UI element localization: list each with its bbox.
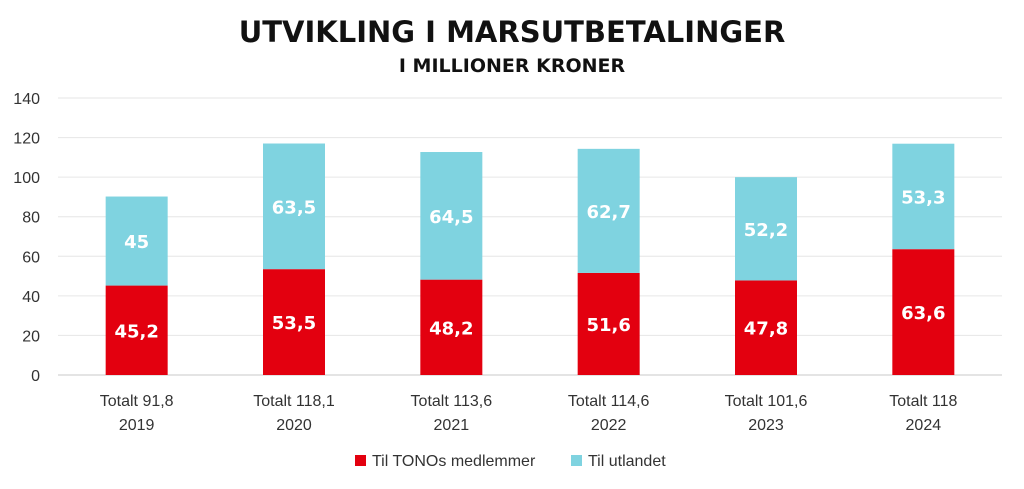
x-category-year: 2024: [906, 417, 942, 434]
data-label: 63,5: [272, 197, 316, 218]
y-tick-label: 140: [13, 91, 40, 108]
data-label: 45,2: [114, 321, 158, 342]
x-category-year: 2021: [434, 417, 470, 434]
bar-segment-members: [263, 269, 325, 375]
bar-segment-members: [420, 279, 483, 375]
data-label: 53,3: [901, 187, 945, 208]
bar-segment-abroad: [105, 196, 168, 286]
y-tick-label: 20: [22, 328, 40, 345]
bar-segment-abroad: [892, 143, 955, 250]
x-category-total: Totalt 91,8: [100, 393, 174, 410]
data-label: 62,7: [586, 202, 630, 223]
data-label: 45: [124, 232, 149, 253]
chart-title: UTVIKLING I MARSUTBETALINGER: [239, 15, 786, 49]
chart-subtitle: I MILLIONER KRONER: [399, 55, 626, 77]
x-category-year: 2022: [591, 417, 627, 434]
bar-segment-members: [735, 280, 797, 375]
bar-segment-abroad: [577, 148, 640, 273]
x-category-total: Totalt 118: [889, 393, 957, 410]
x-category-year: 2023: [748, 417, 784, 434]
x-category-total: Totalt 101,6: [725, 393, 808, 410]
y-tick-label: 100: [13, 170, 40, 187]
data-label: 64,5: [429, 207, 473, 228]
gridlines: [58, 97, 1002, 376]
bar-segment-members: [105, 285, 168, 375]
data-label: 53,5: [272, 313, 316, 334]
y-tick-label: 60: [22, 249, 40, 266]
bar-segment-members: [577, 272, 640, 375]
x-category-year: 2020: [276, 417, 312, 434]
legend: Til TONOs medlemmer Til utlandet: [355, 453, 666, 470]
y-tick-label: 0: [31, 368, 40, 385]
data-label: 51,6: [586, 315, 630, 336]
bar-segment-abroad: [420, 152, 483, 280]
x-category-year: 2019: [119, 417, 155, 434]
data-label: 48,2: [429, 318, 473, 339]
legend-label-abroad: Til utlandet: [588, 453, 666, 470]
y-tick-label: 80: [22, 210, 40, 227]
x-category-total: Totalt 118,1: [253, 393, 335, 410]
data-label: 52,2: [744, 220, 788, 241]
x-axis: Totalt 91,8 2019 Totalt 118,1 2020 Totalt 11…: [100, 393, 958, 434]
bar-segment-abroad: [263, 143, 325, 270]
legend-swatch-members: [355, 455, 366, 466]
x-category-total: Totalt 113,6: [411, 393, 493, 410]
data-label: 47,8: [744, 319, 788, 340]
legend-swatch-abroad: [571, 455, 582, 466]
legend-label-members: Til TONOs medlemmer: [372, 453, 536, 470]
bars: 45,2 45 53,5 63,5 48,2 64,5 51,6 62,7 47,8 52,2 63…: [105, 143, 955, 375]
bar-segment-abroad: [735, 177, 797, 281]
x-category-total: Totalt 114,6: [568, 393, 650, 410]
y-tick-label: 120: [13, 131, 40, 148]
y-tick-label: 40: [22, 289, 40, 306]
y-axis: 0 20 40 60 80 100 120 140: [13, 91, 40, 385]
data-label: 63,6: [901, 303, 945, 324]
bar-segment-members: [892, 249, 955, 375]
